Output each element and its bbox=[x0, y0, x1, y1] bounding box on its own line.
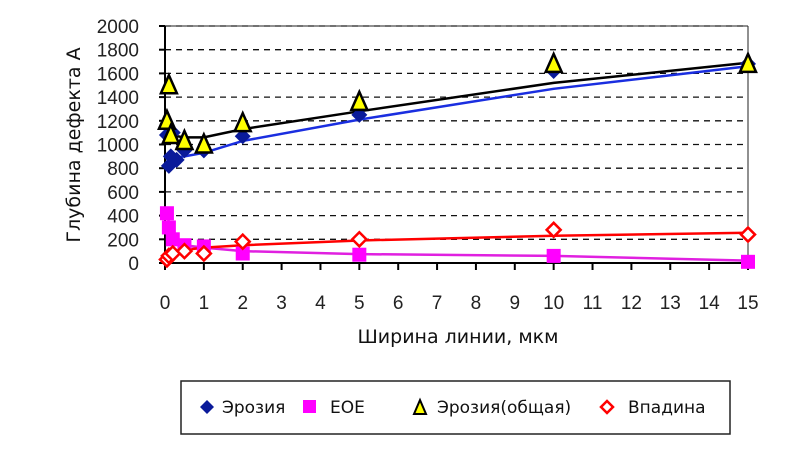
x-tick-label: 13 bbox=[660, 293, 681, 314]
legend-box bbox=[180, 380, 731, 435]
y-tick-label: 400 bbox=[107, 207, 139, 228]
triangle-marker-icon bbox=[232, 110, 253, 133]
legend-label: Эрозия(общая) bbox=[437, 398, 571, 418]
open-diamond-marker-icon bbox=[599, 399, 615, 415]
open-diamond-marker-icon bbox=[544, 221, 563, 239]
square-marker-icon bbox=[741, 254, 755, 269]
legend-label: EOE bbox=[330, 398, 365, 418]
triangle-marker-icon bbox=[160, 121, 181, 145]
square-marker-icon bbox=[352, 247, 367, 262]
x-tick-label: 10 bbox=[543, 293, 564, 314]
y-tick-label: 1000 bbox=[97, 136, 139, 157]
x-tick-label: 5 bbox=[354, 293, 365, 314]
x-tick-label: 2 bbox=[237, 293, 248, 314]
legend-item-erosion: Эрозия bbox=[200, 398, 285, 418]
x-tick-label: 4 bbox=[315, 293, 326, 314]
square-marker-icon bbox=[235, 246, 250, 261]
triangle-marker-icon bbox=[193, 131, 214, 154]
x-tick-label: 14 bbox=[699, 293, 721, 314]
x-axis-ticks: 0 1 2 3 4 5 6 7 8 9 10 11 12 13 14 15 bbox=[160, 263, 759, 314]
y-tick-label: 200 bbox=[107, 230, 139, 251]
gridlines bbox=[165, 25, 748, 240]
x-tick-label: 0 bbox=[160, 293, 171, 314]
x-tick-label: 8 bbox=[471, 293, 482, 314]
open-diamond-marker-icon bbox=[175, 242, 194, 260]
square-marker-icon bbox=[546, 248, 561, 263]
y-tick-label: 1200 bbox=[97, 112, 139, 133]
plot-area bbox=[164, 25, 749, 269]
open-diamond-marker-icon bbox=[233, 232, 252, 251]
triangle-marker-icon bbox=[543, 50, 564, 74]
triangle-marker-icon bbox=[412, 397, 428, 415]
open-diamond-marker-icon bbox=[739, 225, 757, 244]
square-marker-icon bbox=[159, 206, 174, 221]
diamond-marker-icon bbox=[168, 151, 185, 168]
y-tick-label: 2000 bbox=[97, 17, 139, 38]
x-tick-label: 15 bbox=[737, 293, 758, 314]
triangle-marker-icon bbox=[174, 127, 195, 151]
diamond-marker-icon bbox=[200, 400, 214, 414]
square-marker-icon bbox=[161, 220, 176, 235]
legend-item-eoe: EOE bbox=[303, 398, 365, 418]
data-series bbox=[157, 50, 758, 269]
x-tick-label: 9 bbox=[510, 293, 521, 314]
legend-item-erosion-total: Эрозия(общая) bbox=[412, 397, 571, 418]
y-axis-title: Глубина дефекта А bbox=[63, 47, 85, 242]
y-tick-label: 1600 bbox=[97, 64, 139, 85]
y-tick-label: 800 bbox=[107, 159, 139, 180]
y-tick-label: 0 bbox=[128, 254, 139, 275]
x-tick-label: 12 bbox=[621, 293, 642, 314]
legend-item-trough: Впадина bbox=[599, 398, 706, 418]
markers-diamond-open bbox=[158, 221, 757, 269]
x-tick-label: 11 bbox=[583, 293, 603, 314]
x-tick-label: 1 bbox=[199, 293, 210, 314]
y-tick-label: 600 bbox=[107, 183, 139, 204]
x-tick-label: 6 bbox=[393, 293, 404, 314]
markers-diamond bbox=[158, 55, 756, 174]
x-tick-label: 7 bbox=[432, 293, 443, 314]
open-diamond-marker-icon bbox=[195, 244, 213, 263]
markers-triangle bbox=[157, 50, 758, 154]
open-diamond-marker-icon bbox=[350, 230, 369, 249]
triangle-marker-icon bbox=[349, 88, 370, 112]
square-marker-icon bbox=[165, 232, 180, 247]
triangle-marker-icon bbox=[738, 50, 758, 74]
square-marker-icon bbox=[303, 400, 316, 413]
markers-square bbox=[159, 206, 755, 269]
legend: Эрозия EOE Эрозия(общая) Впадина bbox=[180, 380, 731, 435]
y-tick-label: 1400 bbox=[97, 88, 139, 109]
x-tick-label: 3 bbox=[276, 293, 287, 314]
triangle-marker-icon bbox=[158, 72, 179, 95]
legend-label: Эрозия bbox=[222, 398, 285, 418]
y-tick-label: 1800 bbox=[97, 41, 139, 62]
legend-label: Впадина bbox=[628, 398, 706, 418]
x-axis-title: Ширина линии, мкм bbox=[357, 326, 558, 348]
